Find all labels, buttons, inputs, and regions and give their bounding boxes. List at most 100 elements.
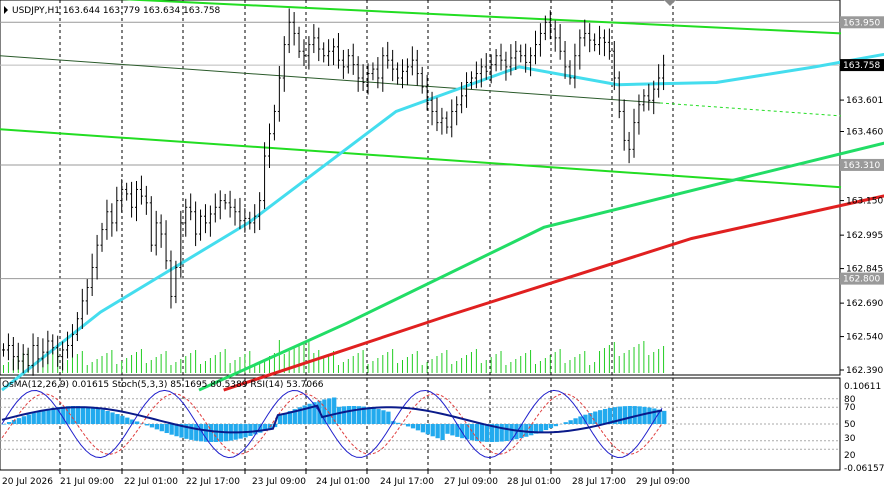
price-tick-label: 163.460: [846, 128, 883, 138]
osma-bar: [322, 399, 327, 424]
osma-bar: [327, 398, 332, 424]
price-tick-label: 162.995: [846, 231, 883, 241]
osma-bar: [415, 424, 421, 431]
price-tick-label: 162.540: [846, 333, 883, 343]
time-axis-label: 24 Jul 01:00: [316, 477, 370, 487]
indicator-tick-label: 50: [844, 420, 856, 430]
osma-bar: [332, 397, 337, 424]
osma-bar: [341, 406, 347, 424]
shift-marker-icon: [664, 0, 676, 6]
osma-bar: [563, 422, 568, 424]
time-axis-label: 22 Jul 17:00: [186, 477, 240, 487]
osma-bar: [573, 418, 578, 424]
osma-bar: [642, 406, 647, 424]
osma-bar: [135, 421, 140, 424]
osma-bar: [75, 406, 81, 424]
osma-bar: [361, 406, 366, 424]
osma-bar: [425, 424, 430, 435]
osma-bar: [583, 414, 588, 424]
osma-bar: [351, 406, 357, 424]
osma-bar: [6, 422, 12, 424]
channel-mid-projection: [659, 102, 842, 117]
osma-bar: [588, 413, 593, 424]
osma-bar: [189, 424, 194, 440]
osma-bar: [514, 424, 519, 440]
osma-bar: [70, 406, 76, 424]
indicator-tick-label: -0.06157: [844, 464, 884, 474]
osma-bar: [149, 424, 155, 428]
price-tick-label: 162.845: [846, 265, 883, 275]
osma-bar: [199, 424, 204, 442]
rsi-line: [1, 404, 663, 434]
osma-bar: [292, 409, 297, 424]
time-axis-label: 20 Jul 2026: [2, 477, 53, 487]
osma-bar: [243, 424, 248, 438]
osma-bar: [51, 407, 56, 424]
price-tick-label: 162.390: [846, 366, 883, 376]
osma-bar: [598, 410, 603, 424]
osma-bar: [657, 409, 662, 424]
osma-bar: [164, 424, 169, 434]
osma-bar: [538, 424, 544, 432]
osma-bar: [179, 424, 184, 438]
osma-bar: [356, 406, 361, 424]
channel-top-line: [119, 0, 842, 35]
osma-bar: [489, 424, 494, 442]
osma-bar: [371, 408, 376, 424]
osma-bar: [297, 407, 302, 424]
osma-bar: [410, 424, 416, 429]
osma-bar: [258, 424, 263, 433]
ema-red-line: [223, 194, 884, 392]
indicator-tick-label: 0.10611: [844, 382, 881, 392]
osma-bar: [41, 410, 46, 424]
price-box: [840, 59, 884, 72]
osma-bar: [66, 406, 71, 424]
osma-bar: [85, 406, 91, 424]
osma-bar: [36, 411, 41, 424]
time-axis-label: 29 Jul 09:00: [636, 477, 690, 487]
osma-bar: [174, 424, 179, 437]
osma-bar: [154, 424, 160, 430]
osma-bar: [21, 416, 27, 424]
osma-bar: [484, 424, 490, 442]
channel-mid-line: [0, 55, 661, 104]
osma-bar: [11, 420, 17, 424]
osma-bar: [553, 424, 559, 427]
time-axis-label: 24 Jul 17:00: [380, 477, 434, 487]
osma-bar: [440, 424, 445, 441]
osma-bar: [381, 410, 386, 424]
price-panel-frame: [0, 0, 841, 376]
osma-bar: [287, 411, 293, 424]
osma-bar: [534, 424, 539, 434]
osma-bar: [213, 424, 219, 442]
osma-bar: [61, 406, 66, 424]
stoch-main-line: [1, 389, 663, 459]
channel-bottom-line: [0, 128, 842, 189]
time-axis-label: 23 Jul 09:00: [252, 477, 306, 487]
price-tick-label: 162.690: [846, 299, 883, 309]
chart-title: USDJPY,H1 163.644 163.779 163.634 163.75…: [12, 6, 221, 16]
time-axis-label: 28 Jul 01:00: [507, 477, 561, 487]
osma-bar: [524, 424, 529, 437]
price-box-label: 163.310: [843, 161, 880, 171]
osma-bar: [627, 406, 632, 424]
osma-bar: [312, 402, 317, 424]
osma-bar: [504, 424, 509, 441]
time-axis-label: 21 Jul 09:00: [60, 477, 114, 487]
osma-bar: [46, 408, 51, 424]
price-box: [840, 16, 884, 29]
osma-bar: [509, 424, 514, 441]
osma-bar: [568, 420, 573, 424]
osma-bar: [282, 413, 288, 424]
osma-bar: [56, 407, 61, 424]
osma-bar: [474, 424, 480, 442]
osma-bar: [120, 415, 125, 424]
price-tick-label: 163.601: [846, 96, 883, 106]
collapse-arrow-icon: [4, 6, 8, 14]
osma-bar: [622, 406, 627, 424]
osma-bar: [336, 406, 342, 424]
indicator-tick-label: 70: [844, 403, 856, 413]
osma-bar: [184, 424, 189, 439]
